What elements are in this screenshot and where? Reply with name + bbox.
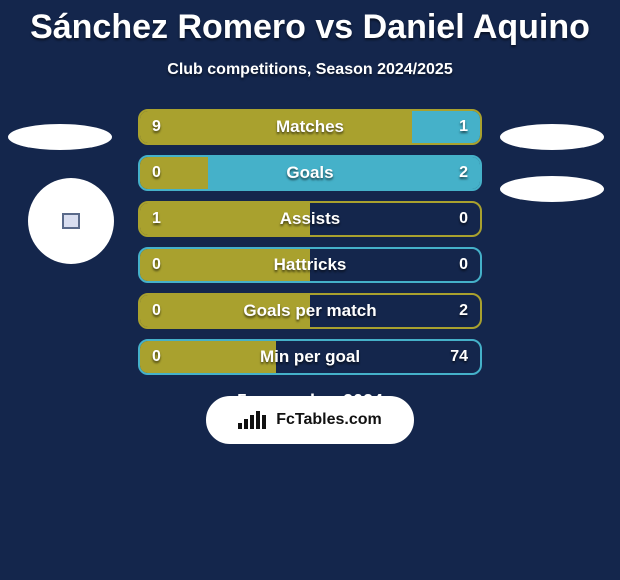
stat-label: Goals [140,163,480,183]
stat-row: 10Assists [138,201,482,237]
stat-row: 91Matches [138,109,482,145]
fctables-badge: FcTables.com [206,396,414,444]
subtitle: Club competitions, Season 2024/2025 [0,61,620,79]
stat-row: 02Goals per match [138,293,482,329]
decorative-ellipse [500,124,604,150]
stat-row: 02Goals [138,155,482,191]
page-title: Sánchez Romero vs Daniel Aquino [0,0,620,47]
decorative-ellipse [8,124,112,150]
stat-label: Goals per match [140,301,480,321]
decorative-ellipse [500,176,604,202]
stat-label: Min per goal [140,347,480,367]
stat-label: Assists [140,209,480,229]
avatar-icon [62,213,80,229]
stat-row: 074Min per goal [138,339,482,375]
stat-label: Hattricks [140,255,480,275]
logo-bars-icon [238,411,268,429]
stat-label: Matches [140,117,480,137]
badge-text: FcTables.com [276,411,382,429]
stat-row: 00Hattricks [138,247,482,283]
player-avatar-placeholder [28,178,114,264]
